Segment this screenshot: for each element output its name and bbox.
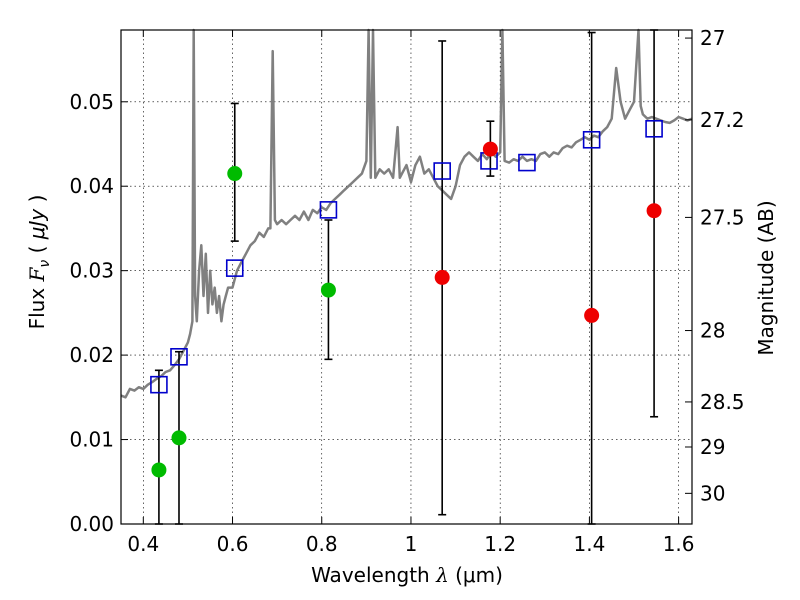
detection-point	[171, 430, 187, 446]
detection-point	[227, 166, 243, 182]
spectrum-line	[120, 28, 693, 399]
model-photometry-marker	[225, 259, 244, 277]
model-photometry-marker	[433, 162, 451, 180]
y2-tick-label: 30	[700, 481, 725, 505]
model-photometry-marker	[150, 375, 168, 394]
y-tick-label: 0.01	[69, 428, 114, 452]
upper-limit-point	[584, 307, 600, 323]
x-tick-label: 1.2	[484, 532, 516, 556]
y2-tick-label: 27.2	[700, 108, 745, 132]
model-photometry-marker	[645, 120, 663, 138]
detection-point	[151, 462, 167, 478]
x-tick-label: 1.6	[663, 532, 695, 556]
detection-point	[320, 282, 336, 298]
y-axis-title-suffix: )	[25, 195, 49, 209]
axis-ticks: 0.4 0.6 0.8 1 1.2 1.4 1.6 0.00 0.01 0.02 0.03 0.04 0…	[69, 26, 744, 556]
y-axis-title-var: F	[25, 266, 49, 282]
x-tick-label: 1.4	[573, 532, 605, 556]
y2-tick-label: 27.5	[700, 205, 745, 229]
y-tick-label: 0.05	[69, 90, 114, 114]
y-axis-title-prefix: Flux	[25, 281, 49, 329]
y2-tick-label: 28.5	[700, 390, 745, 414]
upper-limit-point	[482, 141, 498, 157]
x-axis-title-var: λ	[435, 563, 449, 587]
y-tick-label: 0.03	[69, 259, 114, 283]
x-axis-title-prefix: Wavelength	[311, 563, 436, 587]
y-axis-title-mid: (	[25, 239, 49, 260]
x-tick-label: 0.6	[217, 532, 249, 556]
y-axis-title-unit: μJy	[25, 208, 49, 241]
y-axis-title: Flux Fν ( μJy )	[25, 195, 53, 330]
x-tick-label: 0.4	[127, 532, 159, 556]
y-tick-label: 0.02	[69, 343, 114, 367]
error-bars	[154, 29, 659, 525]
y2-tick-label: 29	[700, 435, 725, 459]
x-tick-label: 1	[405, 532, 418, 556]
y-tick-label: 0.00	[69, 512, 114, 536]
model-photometry-marker	[170, 347, 188, 366]
y2-axis-title: Magnitude (AB)	[754, 200, 778, 355]
model-spectrum	[120, 28, 693, 399]
model-photometry-marker	[319, 201, 338, 219]
x-axis-title: Wavelength λ (μm)	[311, 563, 503, 587]
photometry-markers	[150, 120, 663, 478]
model-photometry-marker	[582, 130, 601, 149]
y-tick-label: 0.04	[69, 174, 114, 198]
x-axis-title-unit: (μm)	[449, 563, 503, 587]
y2-tick-label: 28	[700, 319, 725, 343]
y2-tick-label: 27	[700, 26, 725, 50]
plot-frame	[120, 29, 693, 525]
upper-limit-point	[434, 269, 450, 285]
model-photometry-marker	[518, 153, 536, 172]
y-axis-title-sub: ν	[37, 260, 53, 268]
upper-limit-point	[646, 203, 662, 219]
x-tick-label: 0.8	[306, 532, 338, 556]
